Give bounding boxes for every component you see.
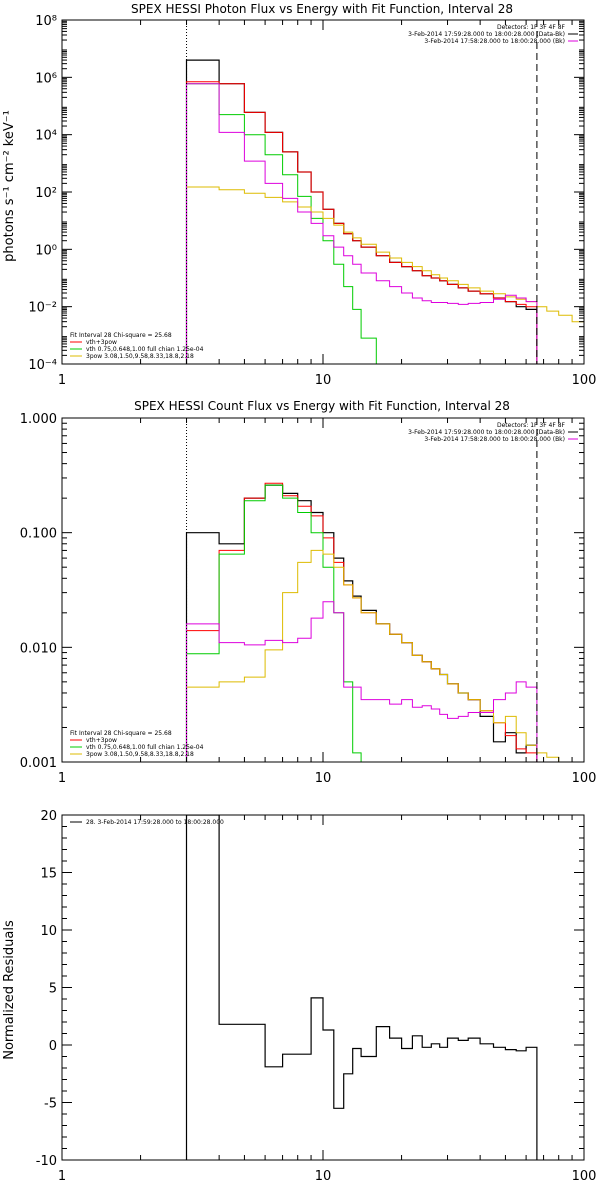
- photon-panel-title: SPEX HESSI Photon Flux vs Energy with Fi…: [131, 2, 513, 16]
- x-tick-label: 10: [315, 1169, 332, 1184]
- legend-entry: 3-Feb-2014 17:59:28.000 to 18:00:28.000 …: [408, 429, 565, 436]
- legend-entry: 28. 3-Feb-2014 17:59:28.000 to 18:00:28.…: [86, 819, 224, 826]
- series-thermal-line: [186, 83, 377, 364]
- y-tick-label: 10⁶: [35, 71, 57, 86]
- count-flux-panel: SPEX HESSI Count Flux vs Energy with Fit…: [20, 399, 597, 786]
- y-tick-label: 10⁻⁴: [28, 358, 57, 373]
- y-tick-label: 0.010: [20, 641, 57, 656]
- plot-frame: [61, 417, 585, 763]
- legend-entry: 3-Feb-2014 17:59:28.000 to 18:00:28.000 …: [408, 31, 565, 38]
- series-group: [185, 815, 538, 1160]
- y-tick-label: 10²: [35, 186, 57, 201]
- legend-entry: 3-Feb-2014 17:58:28.000 to 18:00:28.000 …: [424, 436, 565, 443]
- fit-legend-header: Fit Interval 28 Chi-square = 25.68: [70, 730, 172, 737]
- x-tick-label: 1: [58, 373, 66, 388]
- residuals-panel-ylabel: Normalized Residuals: [2, 920, 17, 1060]
- series-fit-line: [186, 482, 538, 762]
- fit-legend-entry: vth+3pow: [86, 339, 117, 346]
- x-tick-label: 100: [572, 1169, 597, 1184]
- x-tick-label: 1: [58, 1169, 66, 1184]
- y-tick-label: 10⁰: [35, 243, 57, 258]
- y-tick-label: 10⁻²: [28, 301, 57, 316]
- series-total-line: [185, 815, 538, 1160]
- y-tick-label: 0.100: [20, 527, 57, 542]
- y-tick-label: 10⁴: [35, 129, 57, 144]
- legend-entry: 3-Feb-2014 17:58:28.000 to 18:00:28.000 …: [424, 38, 565, 45]
- fit-legend-entry: 3pow 3.08,1.50,9.58,8.33,18.8,2.18: [86, 751, 194, 758]
- y-tick-label: -10: [36, 1154, 57, 1169]
- y-tick-label: 0.001: [20, 756, 57, 771]
- series-nonthermal-line: [186, 549, 584, 762]
- series-thermal-line: [186, 484, 362, 762]
- y-tick-label: 15: [40, 867, 57, 882]
- y-tick-label: 10⁸: [35, 14, 57, 29]
- fit-legend-entry: vth+3pow: [86, 737, 117, 744]
- photon-flux-panel: SPEX HESSI Photon Flux vs Energy with Fi…: [2, 2, 596, 388]
- count-panel-title: SPEX HESSI Count Flux vs Energy with Fit…: [134, 399, 510, 413]
- series-background-line: [186, 83, 538, 364]
- plot-frame: [61, 814, 585, 1161]
- x-tick-label: 100: [572, 771, 597, 786]
- y-tick-label: 20: [40, 809, 57, 824]
- legend-entry: Detectors: 1F 3F 4F 8F: [497, 422, 566, 429]
- fit-legend-entry: 3pow 3.08,1.50,9.58,8.33,18.8,2.18: [86, 353, 194, 360]
- fit-legend-header: Fit Interval 28 Chi-square = 25.68: [70, 332, 172, 339]
- y-tick-label: -5: [44, 1097, 57, 1112]
- residuals-panel-marks: 1 10 100 -10 -5 0 5 10 15 20 28. 3-Feb-2014 17:59:…: [36, 809, 597, 1184]
- photon-panel-ylabel: photons s⁻¹ cm⁻² keV⁻¹: [2, 110, 17, 262]
- residuals-panel: Normalized Residuals 1 10 100 -10 -5 0 5 10 15 20…: [2, 809, 596, 1184]
- photon-panel-marks: 1 10 100 10⁻⁴ 10⁻² 10⁰ 10² 10⁴ 10⁶ 10⁸ Detectors: …: [28, 14, 596, 388]
- y-tick-label: 5: [49, 982, 57, 997]
- y-tick-label: 10: [40, 924, 57, 939]
- fit-legend-entry: vth 0.75,0.648,1.00 full chian 1.25e-04: [86, 744, 204, 751]
- series-total-line: [185, 484, 538, 762]
- fit-legend-entry: vth 0.75,0.648,1.00 full chian 1.25e-04: [86, 346, 204, 353]
- series-total-line: [185, 59, 538, 364]
- x-tick-label: 10: [315, 373, 332, 388]
- legend-entry: Detectors: 1F 3F 4F 8F: [497, 24, 566, 31]
- series-background-line: [186, 601, 538, 762]
- y-tick-label: 1.000: [20, 412, 57, 427]
- count-panel-marks: 1 10 100 0.001 0.010 0.100 1.000 Detectors: 1F …: [20, 412, 597, 786]
- x-tick-label: 1: [58, 771, 66, 786]
- series-group: [185, 482, 584, 762]
- x-tick-label: 10: [315, 771, 332, 786]
- x-tick-label: 100: [572, 373, 597, 388]
- series-group: [185, 59, 584, 364]
- series-fit-line: [186, 81, 538, 364]
- y-tick-label: 0: [49, 1039, 57, 1054]
